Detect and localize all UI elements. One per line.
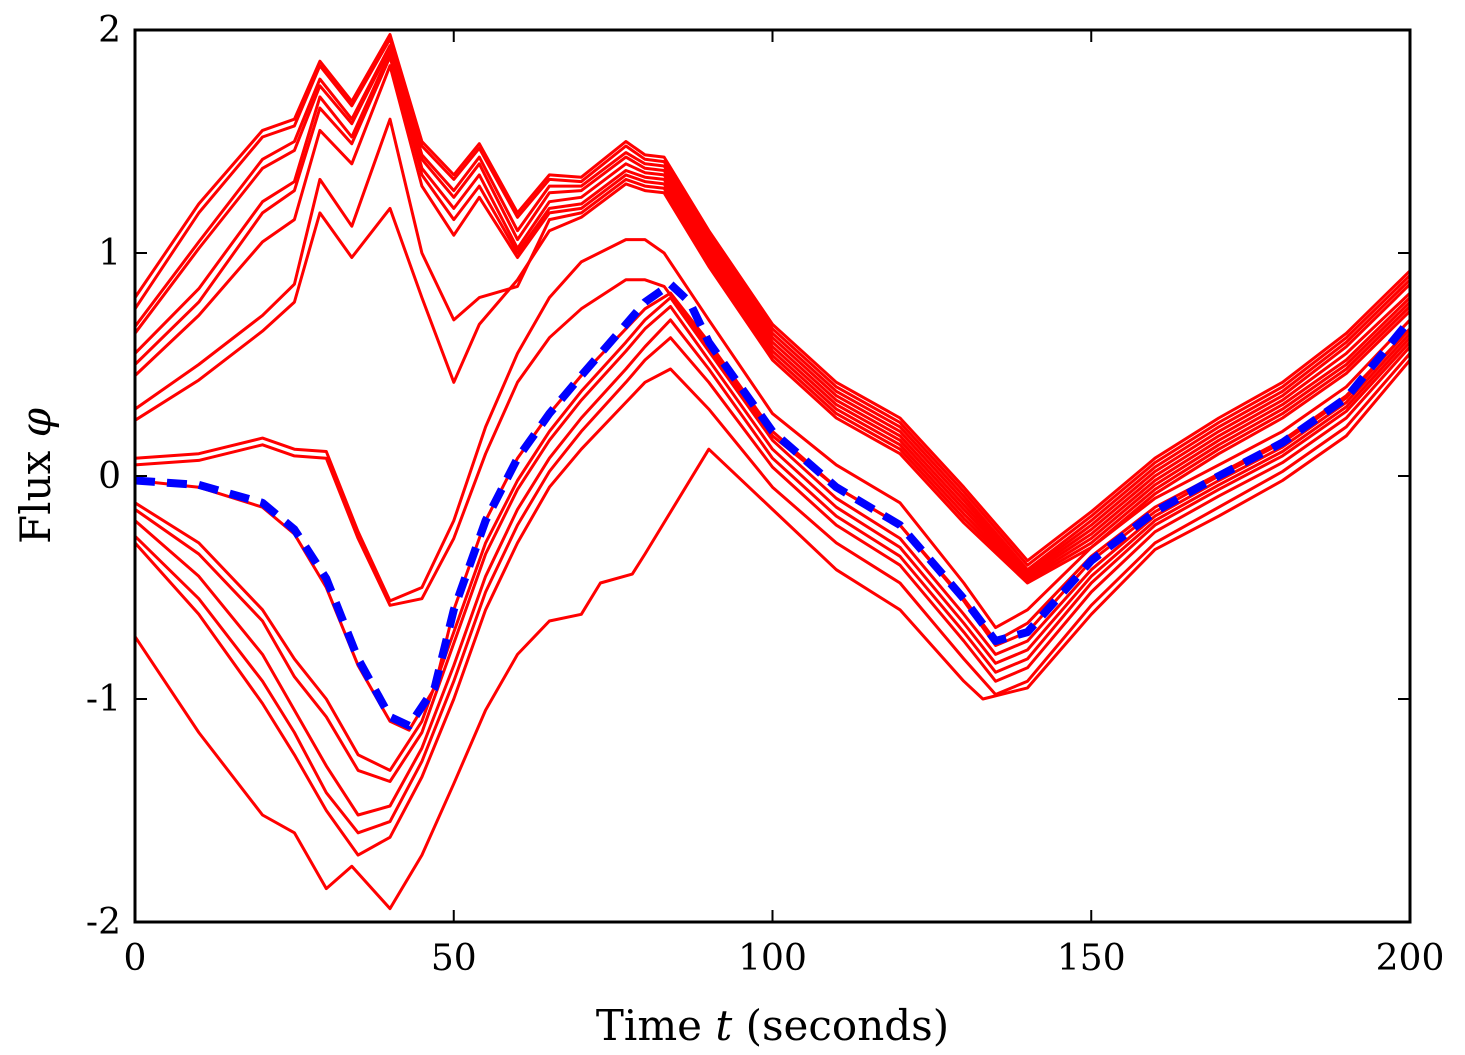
ensemble-series-line-4 — [135, 46, 1410, 574]
y-tick-label: 1 — [98, 233, 121, 274]
x-tick-label: 150 — [1057, 938, 1126, 979]
plot-area — [135, 33, 1410, 911]
y-tick-label: -2 — [86, 902, 121, 943]
ensemble-series-line-5 — [135, 50, 1410, 576]
ensemble-series-line-8 — [135, 117, 1410, 583]
x-tick-label: 200 — [1376, 938, 1445, 979]
y-axis-label: Flux φ — [11, 407, 60, 544]
x-axis-label: Time t (seconds) — [596, 1001, 949, 1050]
ensemble-series-line-15 — [135, 318, 1410, 817]
y-tick-label: 0 — [98, 456, 121, 497]
ensemble-series-line-2 — [135, 37, 1410, 567]
x-tick-label: 0 — [124, 938, 147, 979]
ensemble-series-line-17 — [135, 352, 1410, 857]
ensemble-series-line-10 — [135, 238, 1410, 630]
ensemble-series-line-18 — [135, 359, 1410, 911]
ensemble-series-line-1 — [135, 33, 1410, 563]
ensemble-series-line-16 — [135, 336, 1410, 835]
y-tick-label: 2 — [98, 10, 121, 51]
ensemble-series-line-9 — [135, 182, 1410, 585]
ensemble-series-line-6 — [135, 55, 1410, 578]
y-axis-label-text: Flux — [11, 437, 60, 544]
ensemble-series-line-3 — [135, 44, 1410, 572]
x-tick-label: 50 — [431, 938, 477, 979]
ensemble-series-line-14 — [135, 305, 1410, 783]
x-axis-label-unit: (seconds) — [732, 1001, 949, 1050]
x-axis-label-var: t — [715, 1001, 732, 1050]
y-tick-label: -1 — [86, 679, 121, 720]
x-tick-label: 100 — [738, 938, 807, 979]
axis-ticks: 0 50 100 150 200 -2 -1 0 1 2 — [86, 10, 1444, 979]
ensemble-series-line-13 — [135, 296, 1410, 772]
ensemble-series-line-7 — [135, 64, 1410, 581]
reference-series-line — [135, 280, 1410, 730]
y-axis-label-var: φ — [11, 407, 60, 437]
x-axis-label-text: Time — [596, 1001, 715, 1050]
